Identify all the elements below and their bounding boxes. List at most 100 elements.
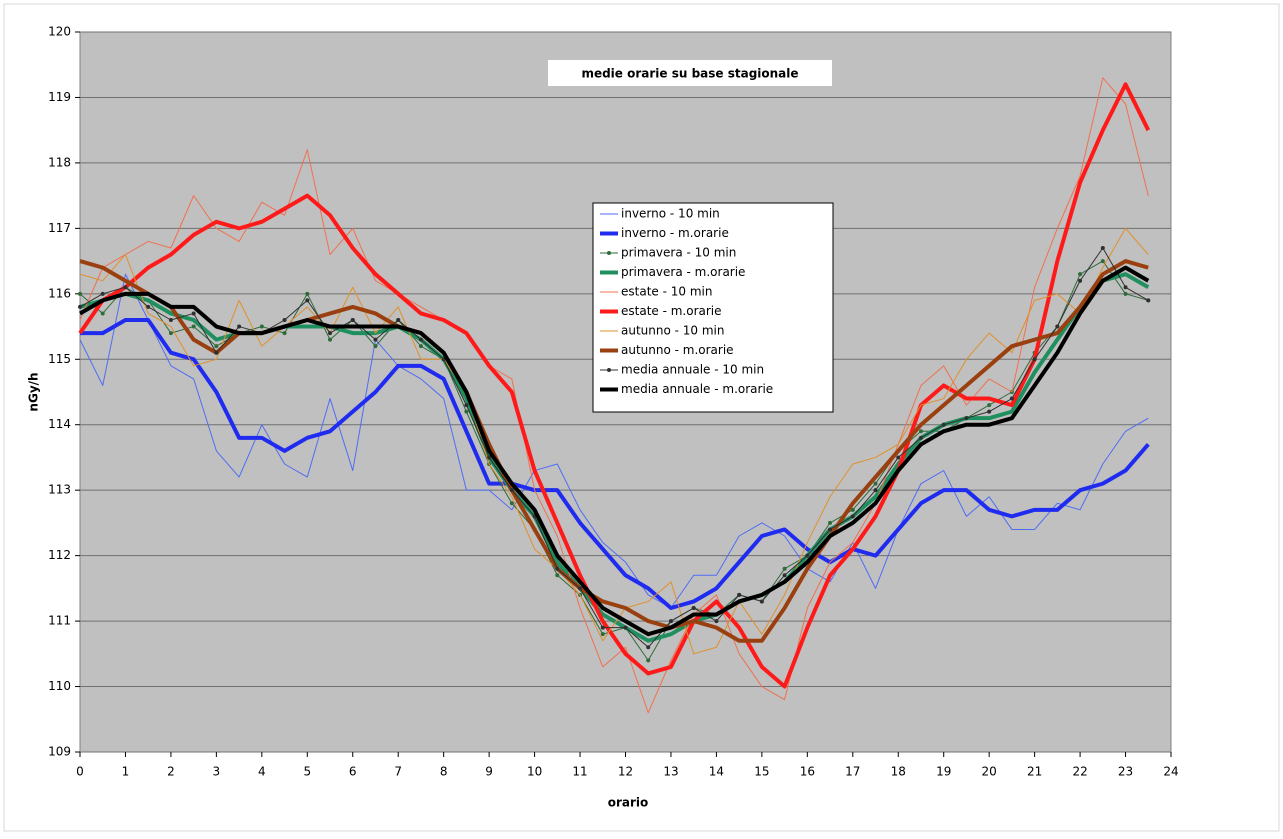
x-tick-label: 3 [213, 765, 221, 779]
y-tick-label: 116 [48, 286, 71, 300]
x-tick-label: 6 [349, 765, 357, 779]
series-marker [282, 318, 287, 322]
legend [592, 202, 834, 413]
series-marker [646, 645, 651, 650]
series-line [80, 318, 1150, 610]
series-marker [918, 429, 923, 434]
x-tick-label: 7 [394, 765, 402, 779]
y-tick-label: 119 [48, 90, 71, 104]
series-marker [737, 592, 742, 597]
series-marker [100, 291, 105, 296]
x-tick-label: 20 [982, 765, 997, 779]
series-marker [464, 409, 469, 414]
x-tick-label: 23 [1118, 765, 1133, 779]
x-tick-label: 16 [800, 765, 815, 779]
legend-marker [607, 251, 611, 255]
y-tick-label: 113 [48, 483, 71, 497]
series-marker [282, 331, 287, 336]
series-marker [509, 488, 514, 493]
x-tick-label: 10 [527, 765, 542, 779]
x-tick-label: 22 [1072, 765, 1087, 779]
series-marker [1123, 285, 1128, 290]
legend-label: media annuale - 10 min [621, 363, 764, 377]
series-marker [487, 455, 492, 460]
series-marker [78, 304, 82, 309]
series-marker [191, 311, 196, 316]
x-tick-label: 5 [303, 765, 311, 779]
series-marker [214, 350, 219, 355]
series-marker [305, 298, 310, 303]
series-marker [714, 619, 719, 624]
legend-label: autunno - m.orarie [621, 343, 734, 357]
series-marker [578, 586, 583, 591]
x-tick-label: 8 [440, 765, 448, 779]
series-marker [1032, 357, 1037, 362]
series-marker [509, 501, 514, 506]
series-marker [555, 566, 560, 571]
series-marker [646, 658, 651, 663]
series-marker [168, 318, 173, 322]
series-marker [214, 344, 219, 349]
series-marker [964, 416, 969, 421]
y-tick-label: 109 [48, 745, 71, 759]
series-marker [191, 324, 196, 329]
series-marker [805, 553, 810, 558]
series-line [79, 260, 1149, 661]
series-marker [873, 481, 878, 486]
x-tick-label: 13 [663, 765, 678, 779]
legend-label: estate - m.orarie [621, 304, 722, 318]
chart-title: medie orarie su base stagionale [581, 67, 798, 81]
y-tick-label: 114 [48, 417, 71, 431]
series-marker [305, 291, 310, 296]
series-marker [350, 318, 355, 322]
series-marker [782, 573, 787, 578]
x-tick-label: 17 [845, 765, 860, 779]
series-marker [418, 344, 423, 349]
series-marker [941, 422, 946, 427]
series-marker [328, 337, 333, 342]
series-marker [623, 625, 628, 630]
y-tick-label: 120 [48, 25, 71, 39]
series-marker [373, 344, 378, 349]
legend-label: primavera - m.orarie [621, 265, 745, 279]
series-marker [1009, 396, 1014, 401]
series-marker [1100, 259, 1105, 264]
series-line [78, 82, 1151, 689]
x-tick-label: 2 [167, 765, 175, 779]
series-marker [782, 566, 787, 571]
series-marker [464, 403, 469, 408]
y-tick-label: 118 [48, 155, 71, 169]
legend-label: primavera - 10 min [621, 246, 736, 260]
x-tick-label: 0 [76, 765, 84, 779]
series-marker [555, 573, 560, 578]
y-tick-label: 117 [48, 221, 71, 235]
y-tick-label: 115 [48, 352, 71, 366]
series-line [79, 273, 1149, 609]
x-tick-label: 14 [709, 765, 724, 779]
x-axis-label: orario [608, 796, 649, 810]
series-marker [237, 324, 242, 329]
series-marker [850, 514, 855, 519]
series-marker [873, 488, 878, 493]
y-tick-label: 110 [48, 679, 71, 693]
series-marker [828, 527, 833, 532]
series-marker [1146, 298, 1151, 303]
series-marker [78, 291, 82, 296]
y-axis-label: nGy/h [27, 372, 41, 411]
series-marker [828, 520, 833, 525]
title-box [548, 60, 832, 86]
series-marker [259, 324, 264, 329]
series-marker [759, 599, 764, 604]
series-marker [1123, 291, 1128, 296]
x-tick-label: 15 [754, 765, 769, 779]
x-tick-label: 19 [936, 765, 951, 779]
series-marker [123, 285, 128, 290]
series-marker [1078, 278, 1083, 283]
x-tick-label: 4 [258, 765, 266, 779]
legend-label: media annuale - m.orarie [621, 382, 773, 396]
legend-label: inverno - 10 min [621, 207, 720, 221]
series-marker [146, 304, 151, 309]
series-line [79, 77, 1149, 714]
series-marker [850, 507, 855, 512]
